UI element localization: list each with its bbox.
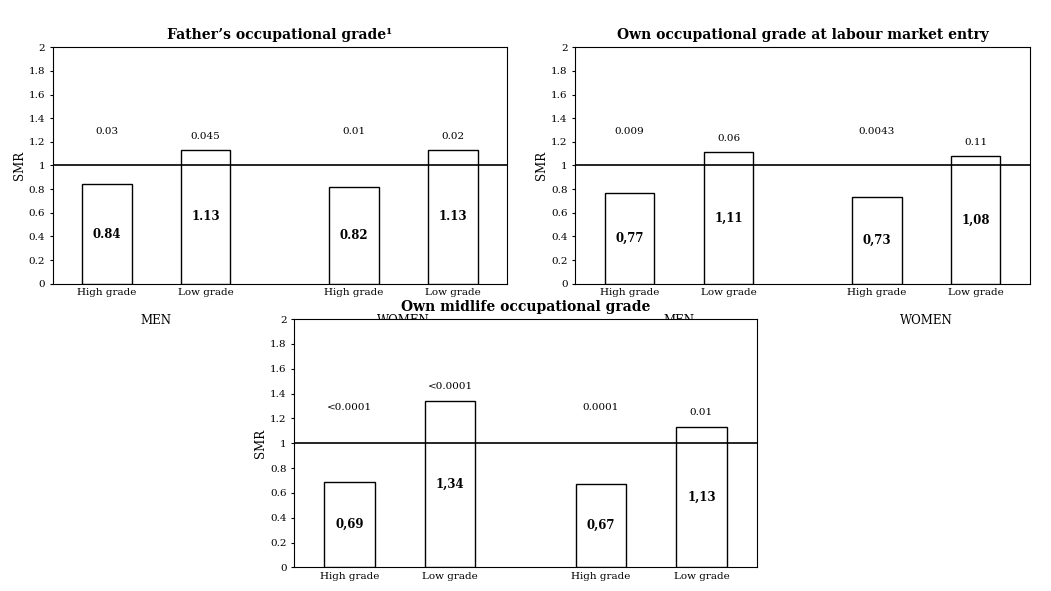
Bar <box>951 156 1001 284</box>
Text: 1,13: 1,13 <box>687 491 716 504</box>
Text: 1,08: 1,08 <box>962 213 990 226</box>
Y-axis label: SMR: SMR <box>535 151 549 180</box>
Title: Own occupational grade at labour market entry: Own occupational grade at labour market … <box>617 28 989 42</box>
Text: 0.01: 0.01 <box>689 408 713 417</box>
Bar <box>852 197 902 284</box>
Text: 1,34: 1,34 <box>436 478 465 491</box>
Bar <box>181 150 230 284</box>
Text: 0.0001: 0.0001 <box>582 403 619 413</box>
Bar <box>576 484 626 567</box>
Text: 0.0043: 0.0043 <box>859 127 895 136</box>
Bar <box>325 482 375 567</box>
Bar <box>428 150 477 284</box>
Text: 0.045: 0.045 <box>191 132 221 141</box>
Bar <box>425 401 475 567</box>
Text: WOMEN: WOMEN <box>900 314 952 327</box>
Text: 0.009: 0.009 <box>615 127 644 136</box>
Bar <box>329 187 378 284</box>
Text: 1.13: 1.13 <box>438 210 467 223</box>
Text: 0,69: 0,69 <box>335 518 364 531</box>
Text: WOMEN: WOMEN <box>377 314 430 327</box>
Text: 1,11: 1,11 <box>715 212 743 225</box>
Text: 0,77: 0,77 <box>616 232 644 245</box>
Bar <box>676 427 726 567</box>
Text: MEN: MEN <box>663 314 695 327</box>
Text: 0.01: 0.01 <box>343 127 366 136</box>
Text: 0.02: 0.02 <box>441 132 465 141</box>
Y-axis label: SMR: SMR <box>254 428 267 458</box>
Text: 1.13: 1.13 <box>191 210 220 223</box>
Text: <0.0001: <0.0001 <box>428 382 473 391</box>
Y-axis label: SMR: SMR <box>13 151 25 180</box>
Text: 0,73: 0,73 <box>863 234 891 247</box>
Title: Father’s occupational grade¹: Father’s occupational grade¹ <box>167 28 392 42</box>
Bar <box>605 193 655 284</box>
Bar <box>704 152 754 284</box>
Title: Own midlife occupational grade: Own midlife occupational grade <box>400 300 651 314</box>
Text: 0.11: 0.11 <box>964 138 987 147</box>
Text: 0.06: 0.06 <box>717 134 740 143</box>
Text: 0.82: 0.82 <box>339 229 368 242</box>
Text: 0.84: 0.84 <box>92 228 121 241</box>
Text: <0.0001: <0.0001 <box>327 403 372 413</box>
Text: MEN: MEN <box>141 314 171 327</box>
Text: 0.03: 0.03 <box>96 127 119 136</box>
Bar <box>82 184 131 284</box>
Text: 0,67: 0,67 <box>586 519 615 532</box>
